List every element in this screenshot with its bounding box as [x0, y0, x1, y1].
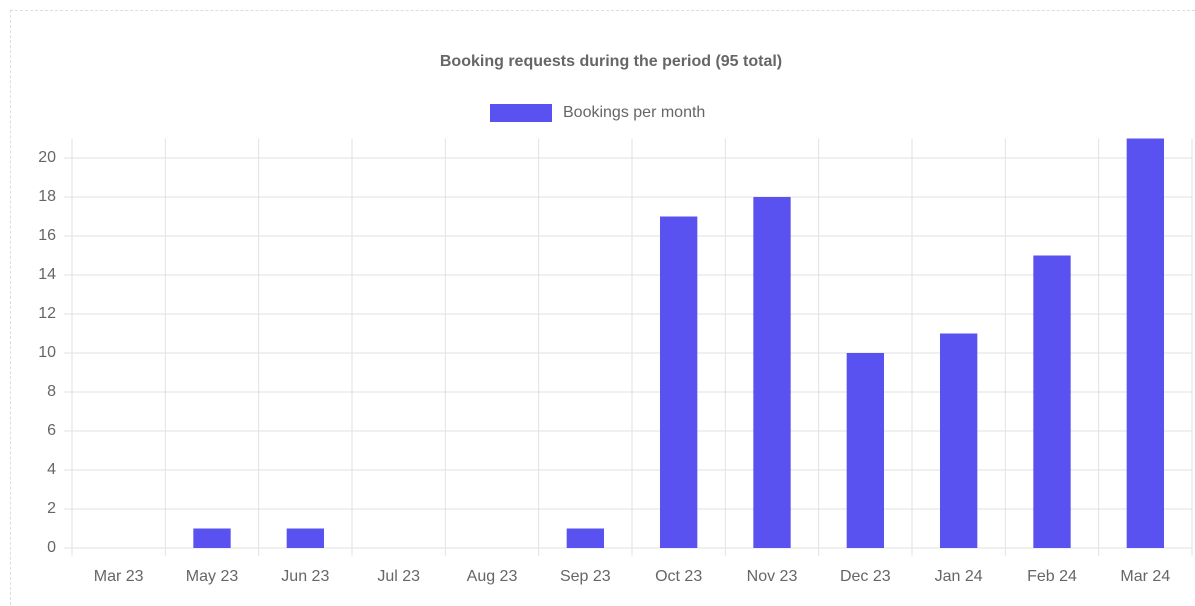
card-border	[10, 10, 1195, 606]
bar	[193, 528, 231, 548]
x-tick-label: May 23	[186, 568, 239, 585]
y-tick-label: 14	[38, 266, 56, 283]
y-tick-label: 6	[47, 422, 56, 439]
legend-label: Bookings per month	[563, 104, 705, 121]
x-tick-label: Feb 24	[1027, 568, 1077, 585]
x-tick-label: Mar 24	[1120, 568, 1170, 585]
chart-title: Booking requests during the period (95 t…	[440, 53, 782, 70]
x-tick-label: Oct 23	[655, 568, 702, 585]
bar	[1033, 255, 1071, 548]
y-tick-label: 10	[38, 344, 56, 361]
y-tick-label: 16	[38, 227, 56, 244]
x-tick-label: Jan 24	[935, 568, 983, 585]
x-tick-label: Aug 23	[467, 568, 518, 585]
y-tick-label: 8	[47, 383, 56, 400]
x-tick-label: Dec 23	[840, 568, 891, 585]
y-tick-label: 4	[47, 461, 56, 478]
y-tick-label: 2	[47, 500, 56, 517]
legend-swatch	[490, 104, 552, 122]
bar	[846, 353, 884, 548]
bar	[660, 216, 698, 548]
x-tick-label: Mar 23	[94, 568, 144, 585]
bar	[940, 333, 978, 548]
y-tick-label: 12	[38, 305, 56, 322]
bar	[753, 197, 791, 548]
x-tick-label: Sep 23	[560, 568, 611, 585]
x-tick-label: Jun 23	[281, 568, 329, 585]
bar	[1126, 138, 1164, 548]
bar	[566, 528, 604, 548]
y-tick-label: 0	[47, 539, 56, 556]
bar	[286, 528, 324, 548]
x-tick-label: Nov 23	[747, 568, 798, 585]
y-tick-label: 18	[38, 188, 56, 205]
x-tick-label: Jul 23	[377, 568, 420, 585]
y-tick-label: 20	[38, 149, 56, 166]
